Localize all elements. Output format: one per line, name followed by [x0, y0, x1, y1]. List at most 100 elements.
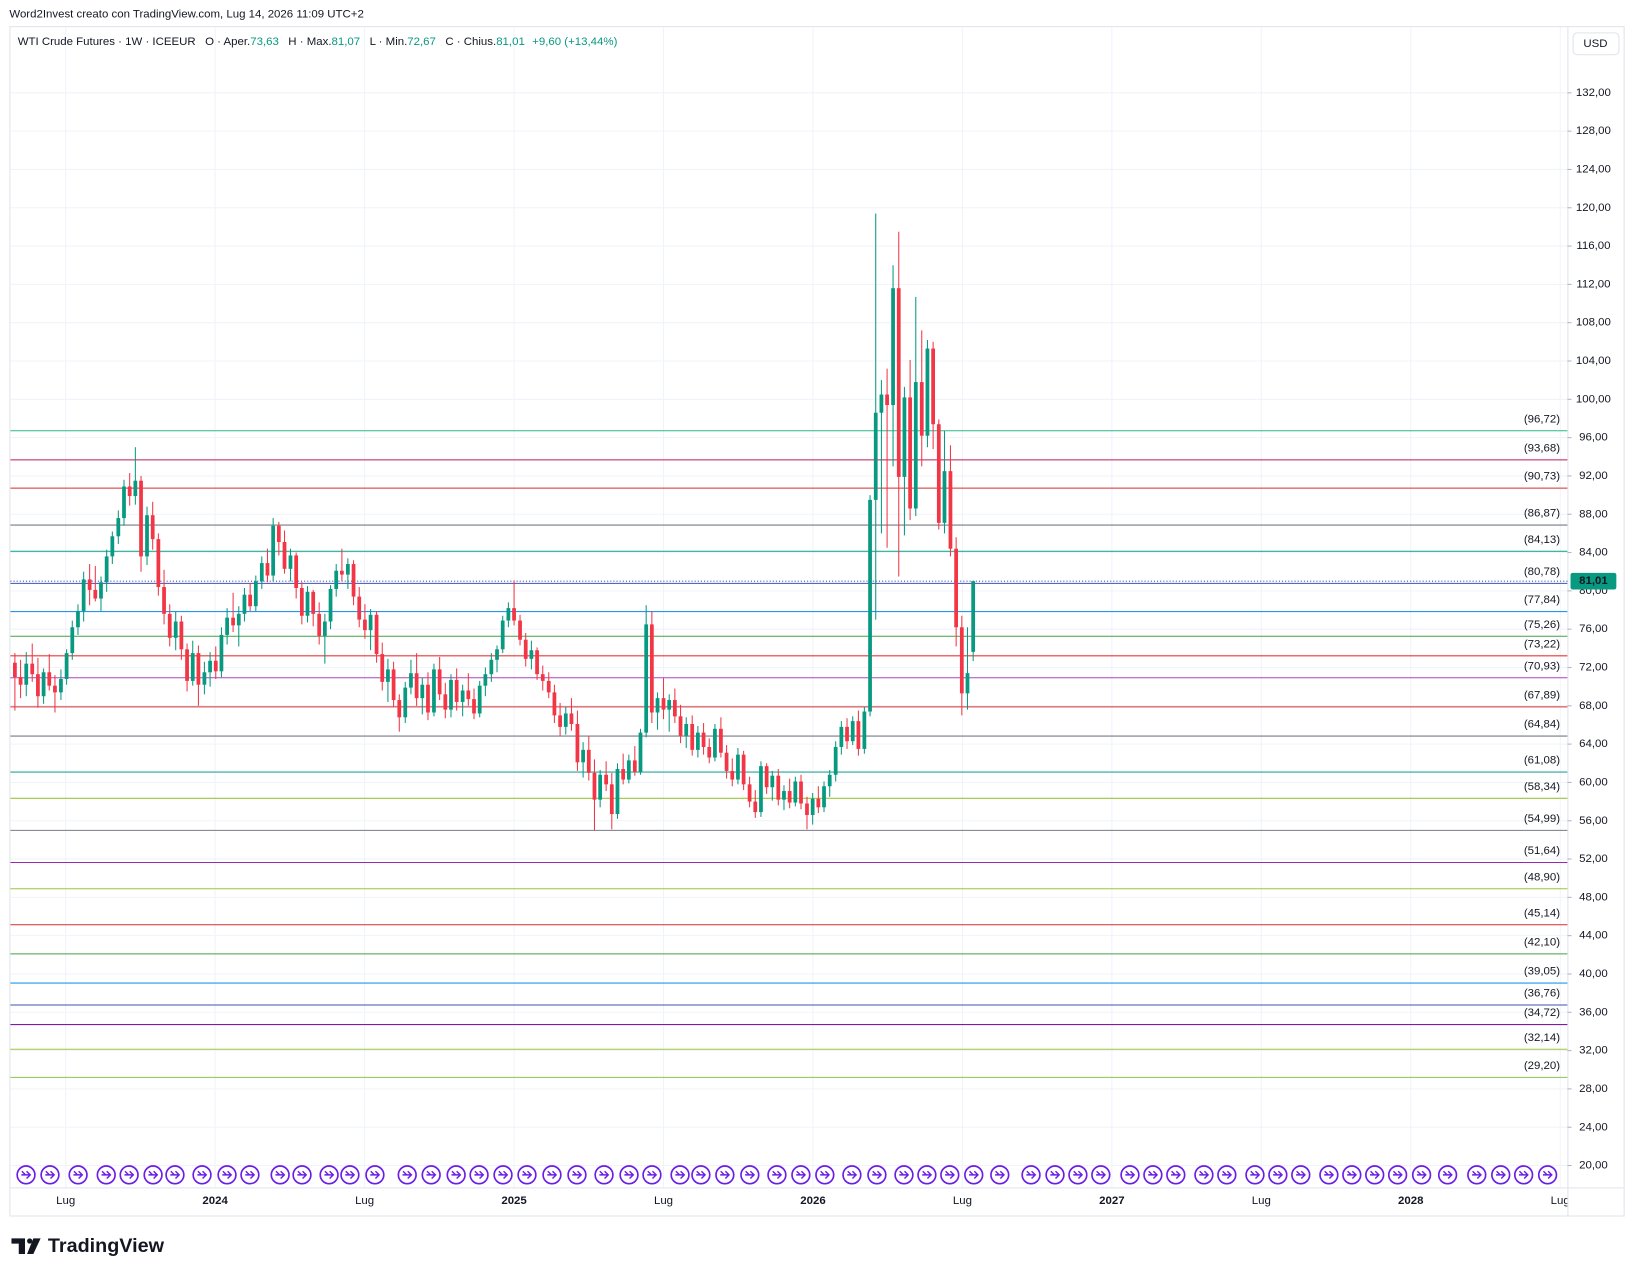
event-arrow	[426, 1170, 437, 1180]
event-arrow	[772, 1170, 783, 1180]
candle-body	[621, 769, 626, 780]
candle-body	[535, 650, 539, 675]
candle-body	[213, 660, 218, 672]
candle-body	[523, 639, 528, 659]
event-arrow	[275, 1170, 286, 1180]
candle-body	[81, 579, 86, 611]
candle-body	[638, 732, 643, 772]
event-arrow	[1073, 1170, 1084, 1180]
candle-body	[70, 627, 75, 654]
candle-body	[954, 548, 959, 628]
candle-body	[472, 699, 476, 714]
candle-body	[477, 685, 482, 714]
candle-body	[328, 588, 333, 622]
y-tick-label: 40,00	[1579, 968, 1608, 980]
currency-button[interactable]	[1572, 32, 1620, 56]
brand-name: TradingView	[48, 1235, 165, 1257]
candle-body	[443, 694, 448, 710]
grid	[10, 27, 1568, 1188]
event-arrow	[197, 1170, 208, 1180]
event-arrow	[1222, 1170, 1233, 1180]
level-label: (70,93)	[1524, 660, 1560, 672]
candle-body	[351, 564, 356, 597]
candle-body	[810, 798, 815, 815]
candle-body	[59, 678, 63, 693]
candle-body	[552, 692, 557, 716]
currency[interactable]: USD	[1583, 38, 1607, 50]
candle-body	[873, 412, 878, 500]
candle-body	[661, 698, 666, 710]
level-label: (34,72)	[1524, 1007, 1560, 1019]
x-tick-label: Lug	[1551, 1195, 1570, 1207]
candle-body	[626, 760, 631, 780]
candle-body	[87, 579, 92, 590]
candle-body	[896, 288, 901, 477]
level-label: (58,34)	[1524, 781, 1560, 793]
top-note: Word2Invest creato con TradingView.com, …	[9, 9, 363, 21]
candle-body	[36, 674, 40, 697]
last-price-tag	[1570, 572, 1617, 590]
candle-body	[253, 581, 258, 607]
x-tick-label: Lug	[1252, 1195, 1271, 1207]
candle-body	[500, 620, 505, 650]
candle-body	[563, 713, 568, 727]
candle-body	[259, 563, 264, 582]
candle-body	[190, 653, 195, 681]
candle-body	[449, 679, 453, 710]
candle-body	[925, 348, 930, 436]
candle-body	[483, 674, 488, 686]
event-arrow	[696, 1170, 707, 1180]
event-arrow	[1148, 1170, 1159, 1180]
event-arrow	[148, 1170, 159, 1180]
x-tick-label: Lug	[56, 1195, 75, 1207]
candle-body	[971, 581, 976, 652]
level-label: (54,99)	[1524, 813, 1560, 825]
candle-body	[581, 749, 585, 763]
ohlc-value: 81,01	[496, 36, 525, 48]
candle-body	[736, 754, 740, 780]
candle-body	[805, 803, 809, 815]
candle-body	[265, 563, 270, 576]
candle-body	[345, 564, 350, 575]
x-tick-label: Lug	[654, 1195, 673, 1207]
event-arrow	[1370, 1170, 1380, 1180]
candle-body	[311, 591, 316, 614]
event-arrow	[222, 1170, 233, 1180]
candle-body	[782, 791, 786, 800]
y-tick-label: 72,00	[1579, 662, 1608, 674]
y-tick-label: 88,00	[1579, 508, 1608, 520]
candle-body	[248, 594, 253, 607]
candle-body	[936, 424, 941, 523]
candle-body	[672, 700, 677, 717]
candle-body	[713, 728, 717, 758]
ohlc-name: L · Min.	[370, 36, 408, 48]
candle-body	[908, 397, 912, 509]
candle-body	[649, 624, 654, 713]
y-tick-label: 112,00	[1576, 278, 1610, 290]
candle-body	[919, 382, 924, 436]
logo-mark	[11, 1238, 25, 1255]
candle-body	[202, 672, 207, 685]
candle-body	[696, 732, 700, 750]
candle-body	[965, 673, 970, 694]
event-arrow	[1542, 1170, 1553, 1180]
y-tick-label: 132,00	[1576, 87, 1611, 99]
y-tick-label: 36,00	[1579, 1006, 1608, 1018]
candle-body	[167, 613, 172, 638]
candle-body	[948, 471, 953, 549]
event-arrow	[324, 1170, 335, 1180]
candle-body	[24, 663, 29, 685]
level-label: (73,22)	[1524, 638, 1560, 650]
chart-frame	[9, 26, 1625, 1217]
y-tick-label: 68,00	[1579, 700, 1608, 712]
level-label: (77,84)	[1524, 594, 1560, 606]
event-arrow	[245, 1170, 256, 1180]
candle-body	[787, 791, 792, 803]
level-label: (36,76)	[1524, 988, 1560, 1000]
candle-body	[380, 654, 385, 682]
candle-body	[426, 684, 430, 713]
candle-body	[437, 669, 442, 695]
candle-body	[495, 649, 499, 660]
